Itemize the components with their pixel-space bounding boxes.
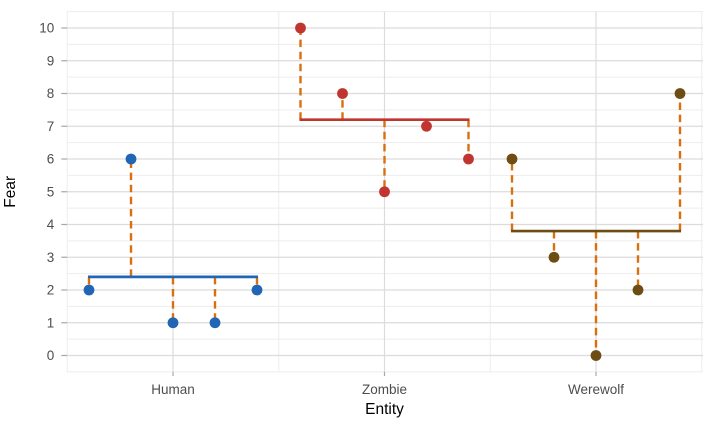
data-point-human-1	[125, 153, 137, 165]
x-tick-label-zombie: Zombie	[362, 382, 407, 397]
data-point-zombie-0	[295, 22, 306, 34]
y-tick-label: 10	[39, 21, 54, 36]
y-tick-labels: 0 1 2 3 4 5 6 7 8 9 10	[39, 21, 55, 364]
y-tick-label: 8	[47, 86, 55, 101]
y-tick-label: 0	[47, 348, 55, 363]
x-tick-label-human: Human	[151, 382, 195, 397]
data-point-zombie-3	[421, 120, 432, 132]
y-tick-label: 5	[47, 184, 55, 199]
data-point-zombie-1	[337, 88, 348, 99]
group-werewolf	[506, 88, 686, 361]
data-point-human-4	[251, 284, 263, 296]
data-point-human-0	[83, 284, 95, 296]
x-axis-title: Entity	[365, 401, 404, 418]
data-point-werewolf-0	[506, 153, 518, 165]
data-point-zombie-2	[379, 186, 390, 198]
y-tick-label: 3	[47, 250, 55, 265]
y-tick-label: 2	[47, 283, 55, 298]
data-point-werewolf-2	[590, 350, 602, 361]
y-tick-label: 6	[47, 152, 55, 167]
axis-ticks	[61, 27, 597, 376]
data-point-zombie-4	[463, 153, 474, 165]
data-point-human-3	[209, 317, 221, 329]
y-tick-label: 1	[47, 315, 55, 330]
y-axis-title: Fear	[2, 176, 19, 208]
data-point-werewolf-1	[548, 251, 560, 263]
x-tick-label-werewolf: Werewolf	[568, 382, 624, 397]
data-point-werewolf-3	[632, 284, 644, 296]
y-tick-label: 7	[47, 119, 55, 134]
y-tick-label: 4	[47, 217, 55, 232]
x-tick-labels: Human Zombie Werewolf	[151, 382, 624, 397]
data-point-werewolf-4	[674, 88, 686, 99]
group-zombie	[295, 22, 474, 198]
data-point-human-2	[167, 317, 179, 329]
y-tick-label: 9	[47, 53, 55, 68]
group-human	[83, 153, 263, 329]
